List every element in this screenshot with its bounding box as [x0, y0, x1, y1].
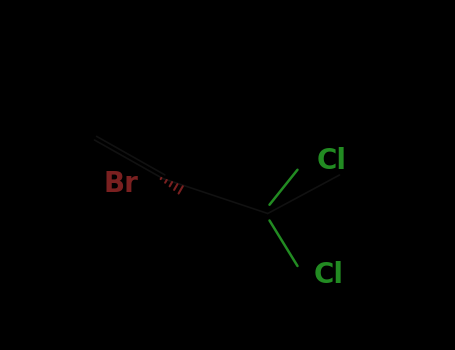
Text: Cl: Cl: [317, 147, 347, 175]
Text: Cl: Cl: [313, 261, 343, 289]
Text: Br: Br: [103, 170, 138, 198]
